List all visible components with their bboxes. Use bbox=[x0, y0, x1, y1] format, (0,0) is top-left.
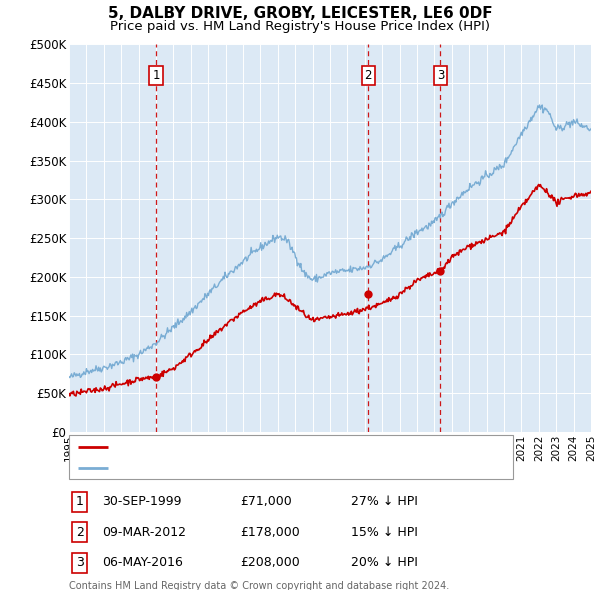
Text: 2: 2 bbox=[365, 69, 372, 82]
Text: 3: 3 bbox=[437, 69, 444, 82]
Text: 27% ↓ HPI: 27% ↓ HPI bbox=[351, 495, 418, 508]
Text: 09-MAR-2012: 09-MAR-2012 bbox=[102, 526, 186, 539]
Text: 30-SEP-1999: 30-SEP-1999 bbox=[102, 495, 182, 508]
Text: 15% ↓ HPI: 15% ↓ HPI bbox=[351, 526, 418, 539]
Text: 5, DALBY DRIVE, GROBY, LEICESTER, LE6 0DF: 5, DALBY DRIVE, GROBY, LEICESTER, LE6 0D… bbox=[107, 6, 493, 21]
Text: 5, DALBY DRIVE, GROBY, LEICESTER, LE6 0DF (detached house): 5, DALBY DRIVE, GROBY, LEICESTER, LE6 0D… bbox=[114, 441, 489, 454]
Text: 06-MAY-2016: 06-MAY-2016 bbox=[102, 556, 183, 569]
Text: Price paid vs. HM Land Registry's House Price Index (HPI): Price paid vs. HM Land Registry's House … bbox=[110, 20, 490, 33]
Text: 1: 1 bbox=[152, 69, 160, 82]
Text: Contains HM Land Registry data © Crown copyright and database right 2024.: Contains HM Land Registry data © Crown c… bbox=[69, 581, 449, 590]
Text: 3: 3 bbox=[76, 556, 84, 569]
Text: £208,000: £208,000 bbox=[240, 556, 300, 569]
Text: 20% ↓ HPI: 20% ↓ HPI bbox=[351, 556, 418, 569]
Text: £71,000: £71,000 bbox=[240, 495, 292, 508]
Text: 1: 1 bbox=[76, 495, 84, 508]
Text: £178,000: £178,000 bbox=[240, 526, 300, 539]
Text: 2: 2 bbox=[76, 526, 84, 539]
Text: HPI: Average price, detached house, Hinckley and Bosworth: HPI: Average price, detached house, Hinc… bbox=[114, 461, 468, 474]
